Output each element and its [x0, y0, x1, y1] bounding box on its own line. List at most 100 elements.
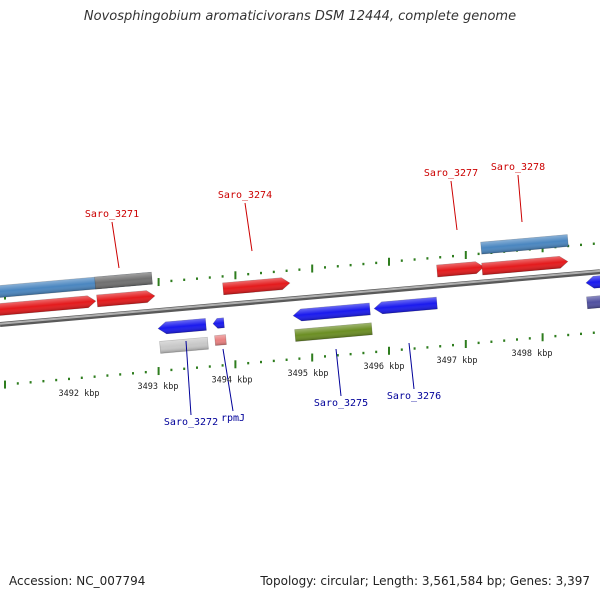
lower-scale-minor-tick [144, 370, 147, 374]
gene-leader-line [517, 174, 523, 223]
scale-label: 3495 kbp [288, 369, 329, 379]
upper-scale-minor-tick [298, 268, 301, 271]
lower-scale-minor-tick [106, 374, 109, 377]
lower-scale-minor-tick [349, 352, 352, 356]
lower-scale-minor-tick [567, 333, 570, 337]
lower-scale-minor-tick [516, 338, 518, 341]
lower-scale-minor-tick [208, 365, 211, 368]
gene-label-top[interactable]: Saro_3274 [218, 190, 272, 201]
gene-arrow-saro-3277[interactable] [436, 261, 485, 278]
gene-arrow-saro-3274[interactable] [222, 277, 291, 296]
gene-bar-lightgray[interactable] [159, 336, 209, 354]
accession-label: Accession: NC_007794 [9, 574, 146, 588]
gene-label-bottom[interactable]: Saro_3276 [387, 391, 441, 402]
genome-backbone [0, 269, 600, 325]
gene-bar-slate[interactable] [586, 294, 600, 310]
gene-arrow-red-2[interactable] [96, 290, 156, 308]
upper-scale-minor-tick [196, 277, 198, 280]
scale-label: 3493 kbp [138, 382, 179, 392]
lower-scale-minor-tick [426, 346, 429, 349]
lower-scale-minor-tick [452, 343, 454, 347]
upper-scale-minor-tick [592, 242, 595, 245]
lower-scale-minor-tick [375, 350, 378, 354]
upper-scale-minor-tick [285, 269, 288, 272]
lower-scale-minor-tick [336, 354, 339, 357]
gene-leader-line [335, 348, 342, 397]
upper-scale-minor-tick [439, 256, 442, 259]
lower-scale-minor-tick [68, 377, 70, 381]
lower-scale-minor-tick [285, 358, 288, 361]
gene-bar-steelblue-right[interactable] [480, 234, 569, 255]
lower-scale-minor-tick [132, 372, 134, 375]
scale-label: 3492 kbp [59, 389, 100, 399]
lower-scale-minor-tick [16, 382, 19, 385]
upper-scale-minor-tick [208, 276, 211, 279]
gene-leader-line [450, 180, 458, 231]
gene-arrow-saro-3276[interactable] [373, 296, 438, 315]
upper-scale-minor-tick [260, 271, 262, 275]
gene-leader-line [185, 340, 192, 416]
gene-label-top[interactable]: Saro_3278 [491, 162, 545, 173]
scale-label: 3494 kbp [212, 376, 253, 386]
gene-label-bottom[interactable]: Saro_3272 [164, 417, 218, 428]
lower-scale-minor-tick [503, 339, 506, 342]
gene-label-bottom[interactable]: Saro_3275 [314, 398, 368, 409]
upper-scale-minor-tick [362, 262, 365, 266]
gene-leader-line [111, 221, 120, 269]
upper-scale-minor-tick [272, 270, 275, 274]
lower-scale-minor-tick [170, 368, 173, 372]
upper-scale-minor-tick [247, 272, 250, 276]
gene-leader-line [408, 342, 415, 390]
lower-scale-minor-tick [554, 334, 557, 338]
upper-scale-minor-tick [580, 243, 582, 247]
lower-scale-minor-tick [528, 337, 531, 340]
lower-scale-minor-tick [272, 359, 275, 363]
gene-arrow-saro-3272[interactable] [157, 318, 207, 335]
upper-scale-minor-tick [400, 259, 403, 262]
upper-scale-minor-tick [413, 258, 416, 261]
lower-scale-minor-tick [362, 351, 365, 355]
gene-arrow-saro-3275[interactable] [292, 302, 371, 322]
gene-bar-olive[interactable] [294, 322, 373, 342]
gene-label-top[interactable]: Saro_3277 [424, 168, 478, 179]
upper-scale-minor-tick [375, 261, 378, 265]
lower-scale-minor-tick [42, 379, 45, 383]
lower-scale-minor-tick [439, 345, 442, 348]
lower-scale-minor-tick [592, 331, 595, 334]
upper-scale-minor-tick [221, 275, 224, 278]
upper-scale-minor-tick [452, 254, 454, 258]
scale-label: 3498 kbp [512, 349, 553, 359]
lower-scale-minor-tick [260, 360, 262, 364]
map-title: Novosphingobium aromaticivorans DSM 1244… [83, 9, 517, 24]
upper-scale-minor-tick [477, 252, 480, 256]
lower-scale-minor-tick [80, 376, 83, 380]
genome-summary: Topology: circular; Length: 3,561,584 bp… [260, 574, 590, 588]
lower-scale-minor-tick [196, 366, 198, 369]
gene-arrow-blue-edge[interactable] [585, 274, 600, 289]
scale-label: 3496 kbp [364, 362, 405, 372]
gene-label-top[interactable]: Saro_3271 [85, 209, 139, 220]
upper-scale-minor-tick [183, 278, 186, 281]
gene-bar-gray[interactable] [94, 271, 153, 290]
lower-scale-minor-tick [413, 347, 416, 350]
gene-label-bottom[interactable]: rpmJ [221, 413, 245, 424]
lower-scale-minor-tick [93, 375, 96, 378]
lower-scale-minor-tick [490, 340, 493, 343]
gene-bar-pink[interactable] [214, 334, 227, 346]
lower-scale-minor-tick [29, 381, 32, 384]
upper-scale-minor-tick [336, 265, 339, 268]
lower-scale-minor-tick [477, 341, 480, 345]
upper-scale-minor-tick [324, 266, 326, 269]
lower-scale-minor-tick [221, 364, 224, 367]
gene-leader-line [244, 202, 253, 252]
gene-arrow-saro-3271[interactable] [0, 295, 97, 317]
lower-scale-minor-tick [119, 373, 122, 376]
upper-scale-minor-tick [426, 257, 429, 260]
lower-scale-minor-tick [580, 332, 582, 336]
gene-arrow-rpmj[interactable] [212, 317, 225, 329]
lower-scale-minor-tick [55, 378, 58, 382]
gene-arrow-saro-3278[interactable] [481, 255, 569, 276]
lower-scale-minor-tick [247, 361, 250, 365]
upper-scale-minor-tick [170, 279, 173, 283]
